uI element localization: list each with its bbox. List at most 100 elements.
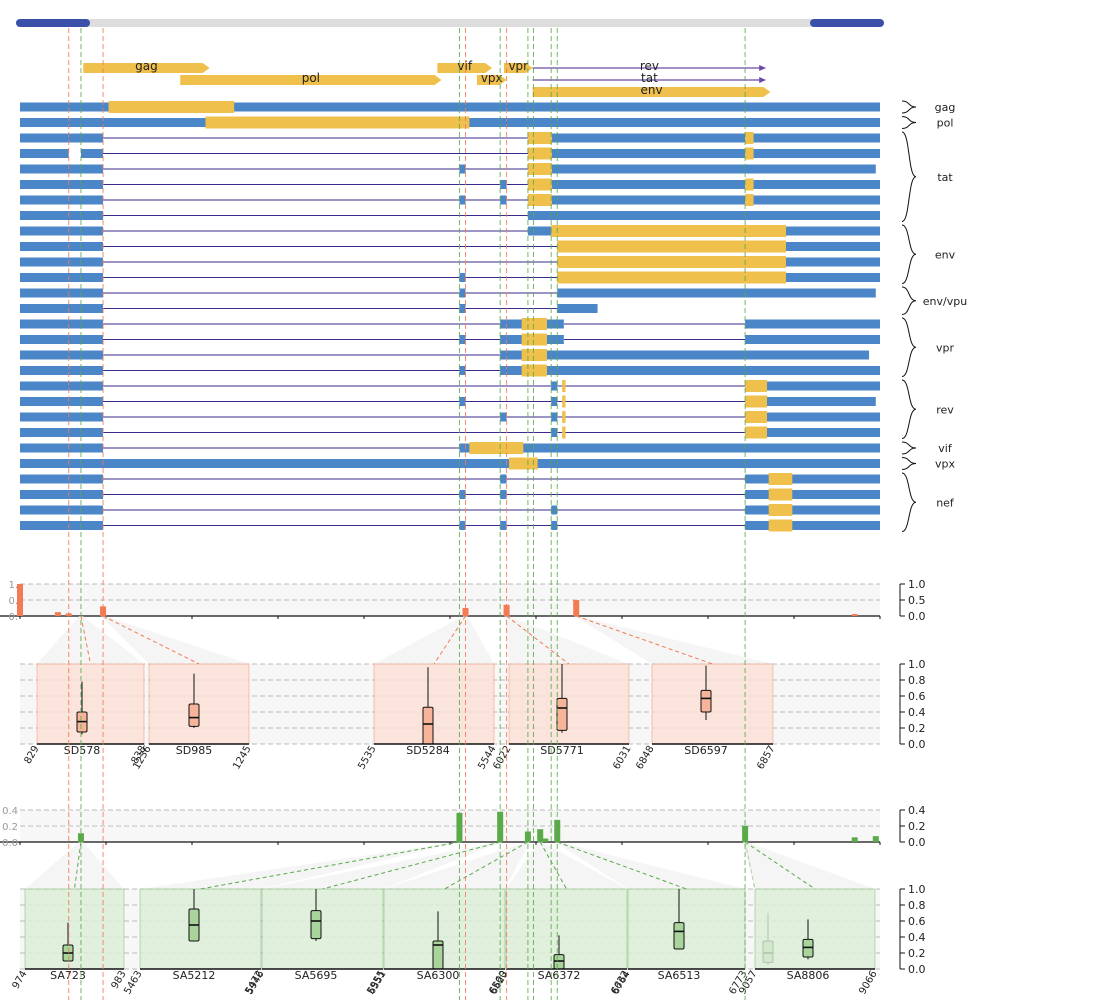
- exon: [745, 319, 880, 329]
- orf: [562, 411, 566, 423]
- acceptor-box-connector: [200, 841, 460, 890]
- acceptor-overview-tick-label: 0.4: [908, 804, 926, 817]
- donor-box-region: [508, 663, 630, 745]
- acceptor-box-funnel: [555, 842, 745, 889]
- exon: [753, 195, 880, 205]
- donor-overview-bar: [17, 584, 23, 616]
- exon: [459, 273, 466, 282]
- exon: [745, 505, 880, 515]
- exon: [459, 335, 466, 344]
- acceptor-box-connector: [444, 841, 529, 890]
- exon: [745, 335, 880, 344]
- donor-overview-left-tick: 0.: [8, 612, 18, 623]
- gene-rev-arrow: [759, 65, 767, 71]
- transcript-row: [20, 519, 880, 532]
- donor-box-connector: [433, 615, 466, 665]
- exon: [500, 474, 507, 484]
- transcript-row: [20, 163, 876, 175]
- exon: [20, 366, 104, 375]
- exon: [20, 381, 104, 391]
- donor-box-tick-label: 1.0: [908, 658, 926, 671]
- acceptor-box-funnel: [384, 842, 530, 889]
- exon: [20, 257, 104, 267]
- orf: [562, 380, 566, 392]
- acceptor-box-site-label: SA6372: [538, 969, 581, 982]
- acceptor-box-tick-label: 0.0: [908, 963, 926, 976]
- donor-overview-bar: [573, 600, 580, 616]
- group-bracket: [901, 116, 917, 129]
- transcript-row: [20, 147, 880, 160]
- acceptor-box-connector: [322, 841, 501, 890]
- acceptor-box-connector: [557, 841, 687, 890]
- exon: [459, 397, 466, 406]
- orf: [527, 147, 553, 160]
- transcript-row: [20, 473, 880, 485]
- orf: [521, 318, 547, 330]
- donor-box-box: [188, 703, 200, 727]
- gene-label-vif: vif: [457, 59, 472, 73]
- acceptor-box-tick-label: 0.2: [908, 947, 926, 960]
- orf: [745, 380, 768, 392]
- group-label-tat: tat: [937, 171, 953, 184]
- orf: [557, 240, 786, 253]
- exon: [459, 443, 880, 453]
- transcript-row: [20, 333, 880, 346]
- group-label-gag: gag: [935, 101, 956, 114]
- donor-box-box: [700, 689, 712, 713]
- gene-env-arrow: [532, 87, 771, 97]
- transcript-row: [20, 101, 880, 113]
- acceptor-overview-bar: [537, 829, 544, 842]
- orf: [768, 504, 793, 516]
- acceptor-box-region: [505, 888, 628, 970]
- gene-label-tat: tat: [641, 71, 658, 85]
- group-label-nef: nef: [936, 496, 955, 509]
- transcript-row: [20, 304, 598, 313]
- gene-gag-arrow: [83, 63, 210, 73]
- transcript-row: [20, 395, 876, 408]
- acceptor-overview-tick-label: 0.0: [908, 836, 926, 849]
- orf: [745, 178, 754, 191]
- orf: [509, 457, 538, 470]
- donor-box-funnel: [374, 616, 494, 664]
- acceptor-box-funnel: [506, 842, 627, 889]
- transcript-row: [20, 457, 880, 470]
- group-label-env: env: [935, 248, 956, 261]
- acceptor-box-site-label: SA6513: [658, 969, 701, 982]
- orf: [521, 349, 547, 361]
- acceptor-box-site-label: SA6300: [417, 969, 460, 982]
- transcript-row: [20, 211, 880, 220]
- exon: [500, 412, 507, 422]
- donor-box-left-num: 5535: [356, 744, 378, 772]
- donor-overview-tick-label: 0.5: [908, 594, 926, 607]
- transcript-row: [20, 380, 880, 392]
- exon: [753, 149, 880, 158]
- orf: [557, 271, 786, 284]
- orf: [768, 473, 793, 485]
- orf: [745, 132, 754, 144]
- donor-box-connector: [576, 615, 713, 665]
- gene-label-pol: pol: [302, 71, 320, 85]
- acceptor-box-funnel: [262, 842, 503, 889]
- exon: [459, 366, 466, 375]
- acceptor-box-site-label: SA5212: [173, 969, 216, 982]
- exon: [500, 366, 880, 375]
- exon: [459, 195, 466, 205]
- group-label-vpx: vpx: [935, 458, 955, 471]
- group-label-vif: vif: [938, 442, 953, 455]
- exon: [20, 428, 104, 437]
- acceptor-box-tick-label: 0.8: [908, 899, 926, 912]
- orf: [527, 178, 553, 191]
- donor-box-tick-label: 0.2: [908, 722, 926, 735]
- group-label-pol: pol: [937, 117, 954, 130]
- exon: [500, 521, 507, 530]
- donor-overview-left-tick: 1.: [8, 580, 18, 591]
- exon: [745, 412, 880, 422]
- donor-box-box: [556, 697, 568, 731]
- exon: [20, 149, 69, 158]
- transcript-row: [20, 194, 880, 206]
- transcript-row: [20, 442, 880, 454]
